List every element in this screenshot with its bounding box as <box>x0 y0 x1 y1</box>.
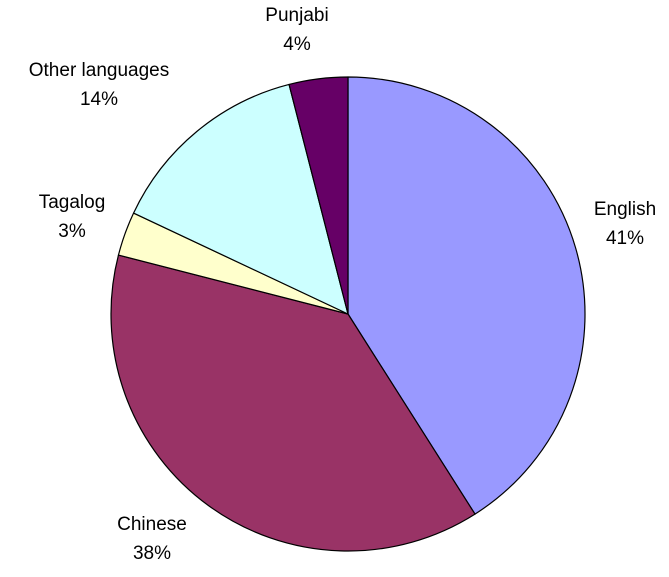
slice-label-punjabi: Punjabi <box>265 5 328 26</box>
pie-slice-other-languages <box>132 83 349 315</box>
slice-value-punjabi: 4% <box>283 34 311 55</box>
slice-labels: English 41% Chinese 38% Tagalog 3% Other langu… <box>29 5 656 564</box>
pie-slice-chinese <box>110 254 476 552</box>
slice-label-english: English <box>594 199 656 220</box>
pie-slices <box>110 76 586 552</box>
pie-slice-punjabi <box>288 76 349 315</box>
slice-label-tagalog: Tagalog <box>39 192 106 213</box>
slice-label-other-languages: Other languages <box>29 60 170 81</box>
pie-slice-english <box>347 76 586 515</box>
slice-value-english: 41% <box>606 228 644 249</box>
slice-label-chinese: Chinese <box>117 514 187 535</box>
slice-value-chinese: 38% <box>133 543 171 564</box>
slice-value-other-languages: 14% <box>80 89 118 110</box>
slice-value-tagalog: 3% <box>58 221 86 242</box>
